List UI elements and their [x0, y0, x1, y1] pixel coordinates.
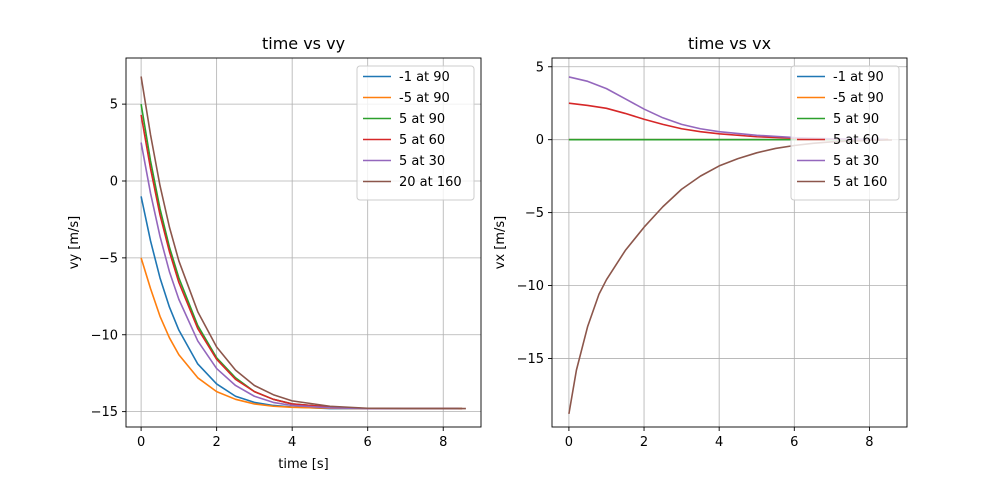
legend-label-3: 5 at 60: [833, 133, 879, 148]
axes-frame: [125, 57, 482, 428]
vx-chart: 0 2 4 6 8 5 0 −5 −10 −15 time vs vx vx [m/s] -1 at 9…: [493, 34, 908, 450]
legend-label-4: 5 at 30: [399, 154, 445, 169]
y-axis-label: vy [m/s]: [67, 216, 82, 269]
y-tick-label: −5: [525, 206, 544, 221]
legend-label-2: 5 at 90: [833, 112, 879, 127]
y-tick-label: −15: [91, 405, 118, 420]
x-tick-label: 0: [565, 435, 573, 450]
legend-label-0: -1 at 90: [833, 70, 884, 85]
y-tick-label: 5: [110, 98, 118, 113]
series-line-1: [140, 257, 455, 410]
series-line-5: [140, 76, 466, 410]
legend-label-5: 20 at 160: [399, 175, 462, 190]
y-tick-label: −10: [517, 279, 544, 294]
legend-label-1: -5 at 90: [833, 91, 884, 106]
x-tick-label: 2: [212, 435, 220, 450]
x-tick-label: 2: [640, 435, 648, 450]
legend-label-5: 5 at 160: [833, 175, 887, 190]
legend-label-2: 5 at 90: [399, 112, 445, 127]
legend-box: [790, 65, 900, 201]
x-tick-label: 6: [364, 435, 372, 450]
y-tick-label: −5: [99, 251, 118, 266]
legend: -1 at 90 -5 at 90 5 at 90 5 at 60 5 at 30 20 …: [356, 65, 475, 201]
legend-box: [356, 65, 475, 201]
y-axis-label: vx [m/s]: [493, 216, 508, 269]
y-tick-label: 5: [536, 60, 544, 75]
legend-label-4: 5 at 30: [833, 154, 879, 169]
vy-chart: 0 2 4 6 8 5 0 −5 −10 −15 time vs vy time [s] vy [m/s…: [67, 34, 482, 472]
x-tick-label: 4: [288, 435, 296, 450]
legend-label-3: 5 at 60: [399, 133, 445, 148]
y-tick-label: 0: [110, 175, 118, 190]
y-tick-label: 0: [536, 133, 544, 148]
legend: -1 at 90 -5 at 90 5 at 90 5 at 60 5 at 30 5 a…: [790, 65, 900, 201]
y-tick-label: −15: [517, 352, 544, 367]
x-tick-label: 8: [865, 435, 873, 450]
axes-frame: [551, 57, 908, 428]
chart-title: time vs vx: [688, 34, 771, 53]
chart-title: time vs vy: [262, 34, 345, 53]
x-tick-label: 0: [137, 435, 145, 450]
x-tick-label: 8: [439, 435, 447, 450]
x-axis-label: time [s]: [278, 457, 328, 472]
x-tick-label: 4: [715, 435, 723, 450]
x-tick-label: 6: [790, 435, 798, 450]
legend-label-1: -5 at 90: [399, 91, 450, 106]
legend-label-0: -1 at 90: [399, 70, 450, 85]
y-tick-label: −10: [91, 328, 118, 343]
